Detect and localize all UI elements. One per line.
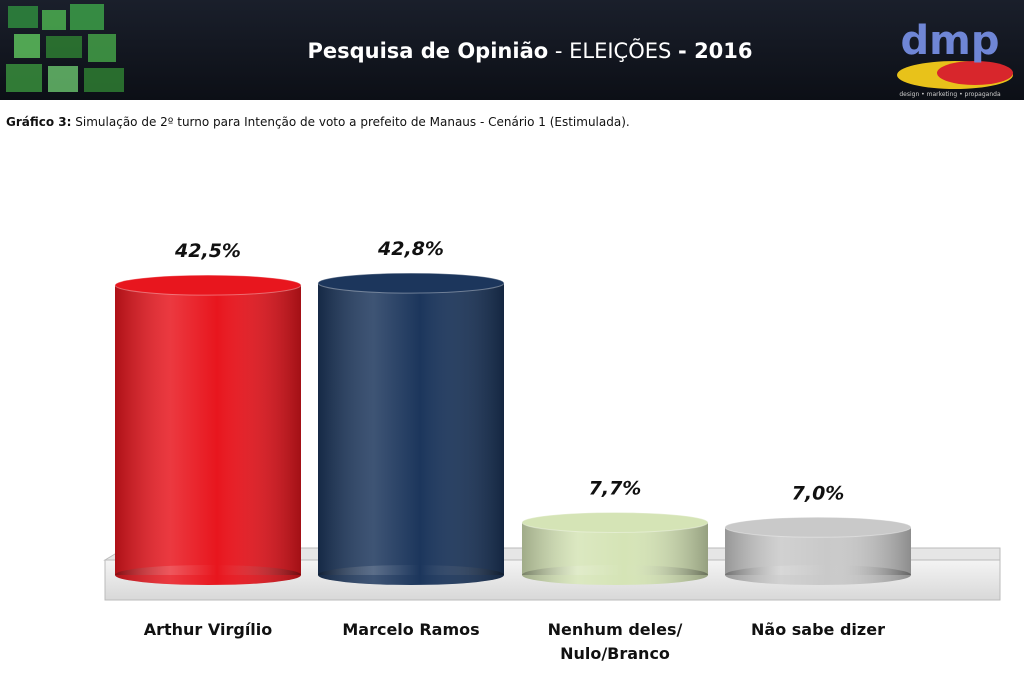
value-label: 42,8%: [377, 238, 444, 260]
bar-bottom-shade: [725, 565, 911, 585]
subtitle-label: Gráfico 3:: [6, 115, 71, 129]
bar-top: [724, 516, 912, 538]
title-part: Pesquisa de Opinião: [307, 39, 548, 63]
category-label: Nenhum deles/ Nulo/Branco: [547, 620, 683, 663]
bar-shade: [318, 283, 504, 575]
value-label: 7,7%: [589, 477, 642, 499]
bar-top: [317, 272, 505, 294]
bar-top: [521, 511, 709, 533]
bar-bottom-shade: [522, 565, 708, 585]
logo-text: dmp: [901, 18, 1000, 64]
title-part: -: [555, 39, 563, 63]
bar-top: [114, 274, 302, 296]
subtitle-text: Simulação de 2º turno para Intenção de v…: [75, 115, 629, 129]
category-label: Marcelo Ramos: [342, 620, 480, 639]
logo-swoosh: [937, 61, 1013, 85]
title-part: - 2016: [678, 39, 752, 63]
header-band: [0, 0, 1024, 100]
subtitle: Gráfico 3: Simulação de 2º turno para In…: [6, 115, 630, 129]
logo-tagline: design • marketing • propaganda: [899, 91, 1001, 98]
bar-bottom-shade: [115, 565, 301, 585]
header-title: Pesquisa de Opinião - ELEIÇÕES - 2016: [307, 37, 752, 63]
value-label: 42,5%: [174, 240, 241, 262]
category-label: Não sabe dizer: [751, 620, 885, 639]
bar-bottom-shade: [318, 565, 504, 585]
category-label: Arthur Virgílio: [143, 620, 273, 639]
mosaic: [6, 4, 124, 92]
title-part: ELEIÇÕES: [569, 37, 671, 63]
bar-shade: [115, 285, 301, 575]
value-label: 7,0%: [792, 482, 845, 504]
